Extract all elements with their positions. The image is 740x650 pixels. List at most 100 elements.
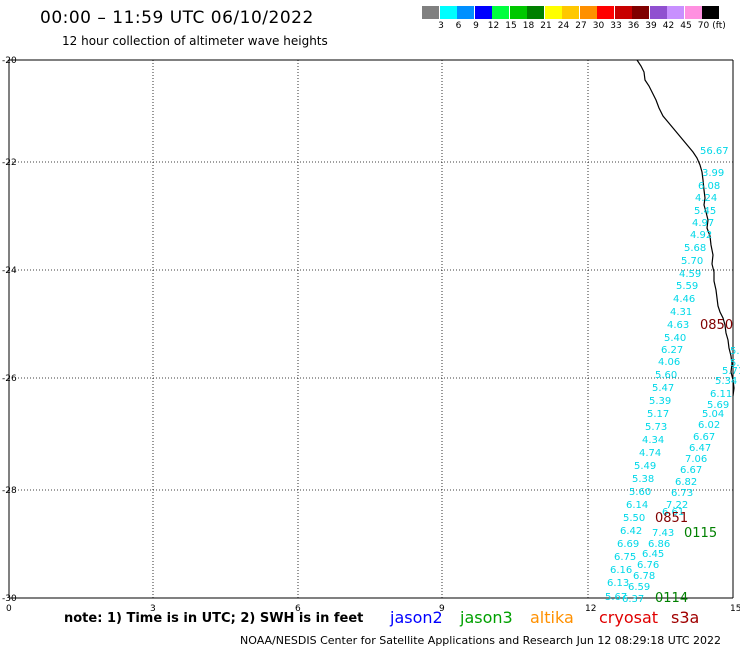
wave-height-value: 5.38 [632,474,654,485]
wave-height-value: 6.14 [626,500,648,511]
legend-swatch [562,6,579,19]
credit-line: NOAA/NESDIS Center for Satellite Applica… [240,634,722,647]
legend-unit: (ft) [712,21,726,31]
legend-label: 24 [557,21,570,31]
wave-height-value: 7.22 [666,500,688,511]
wave-height-value: 6.82 [675,477,697,488]
legend-swatch [509,6,527,19]
pass-time-label: 0850 [700,318,733,333]
wave-height-value: 6.02 [698,420,720,431]
wave-height-value: 5.45 [694,206,716,217]
wave-height-value: 5.17 [647,409,669,420]
wave-height-value: 6.45 [642,549,664,560]
legend-swatch [649,6,667,19]
legend-swatch [474,6,492,19]
wave-height-value: 4.63 [667,320,689,331]
pass-time-label: 0115 [684,526,717,541]
legend-label: 33 [610,21,622,31]
coastline [636,59,735,397]
wave-height-value: 6.59 [628,582,650,593]
legend-swatch [457,6,474,19]
wave-height-value: 56.67 [700,146,729,157]
wave-height-value: 7.06 [685,454,707,465]
legend-label: 6 [455,21,462,31]
longitude-label: 3 [150,604,156,614]
wave-height-value: 5.60 [629,487,651,498]
wave-height-value: 6.37 [622,594,644,605]
wave-height-value: 6.13 [607,578,629,589]
legend-label: 42 [662,21,675,31]
wave-height-value: 4.46 [673,294,695,305]
legend-swatch [422,6,439,19]
longitude-label: 6 [295,604,301,614]
satellite-name: jason2 [390,608,443,627]
wave-height-value: 4.24 [695,193,717,204]
wave-height-value: 6.61 [662,507,684,518]
wave-height-value: 5.47 [652,383,674,394]
legend-label: 9 [473,21,479,31]
wave-height-value: 5.71 [722,366,740,377]
latitude-label: -28 [2,486,17,496]
legend-swatch [667,6,684,19]
wave-height-value: 5.60 [655,370,677,381]
wave-height-value: 6.75 [614,552,636,563]
wave-height-value: 4.31 [670,307,692,318]
satellite-name: s3a [671,608,700,627]
legend-swatch [579,6,597,19]
wave-height-value: 6.11 [710,389,732,400]
wave-height-value: 6.76 [637,560,659,571]
longitude-label: 9 [439,604,445,614]
wave-height-value: 4.59 [679,269,701,280]
legend-swatch [544,6,562,19]
wave-height-value: 5.04 [702,409,724,420]
wave-height-value: 5.50 [623,513,645,524]
wave-height-value: 4.74 [639,448,661,459]
wave-height-value: 5.40 [664,333,686,344]
wave-height-value: 4.06 [658,357,680,368]
legend-label: 70 [697,21,710,31]
wave-height-value: 6.67 [693,432,715,443]
latitude-label: -30 [2,594,17,604]
longitude-label: 12 [585,604,596,614]
legend-swatch [632,6,649,19]
longitude-labels: 0 3 6 9 12 15 [6,604,740,614]
legend-label: 18 [522,21,535,31]
map-subtitle: 12 hour collection of altimeter wave hei… [62,34,328,48]
latitude-label: -26 [2,374,17,384]
wave-height-value: 4.92 [690,230,712,241]
wave-height-value: 5.73 [645,422,667,433]
legend-label: 45 [680,21,692,31]
footer-note: note: 1) Time is in UTC; 2) SWH is in fe… [64,611,364,626]
satellite-name: jason3 [460,608,513,627]
grid-lines [8,59,734,599]
latitude-label: -20 [2,56,17,66]
satellite-name: cryosat [599,608,659,627]
legend-swatch [614,6,632,19]
wave-height-value: 5.68 [684,243,706,254]
wave-height-values: 56.67 3.99 6.084.24 5.454.974.92 5.68 5.70 4.5… [605,146,740,605]
legend-swatch [527,6,544,19]
wave-height-value: 5.67 [605,592,627,603]
wave-height-value: 4.97 [692,218,714,229]
longitude-label: 15 [730,604,740,614]
legend-label: 3 [438,21,444,31]
legend-label: 21 [540,21,552,31]
latitude-labels: -20 -22 -24 -26 -28 -30 [2,56,17,604]
wave-height-value: 5.1 [730,346,740,357]
wave-height-value: 4.34 [642,435,664,446]
wave-height-value: 5.39 [649,396,671,407]
wave-height-value: 5.49 [634,461,656,472]
satellite-name: altika [530,608,574,627]
wave-height-value: 6.86 [648,539,670,550]
legend-label: 36 [627,21,640,31]
longitude-label: 0 [6,604,12,614]
legend-swatch [702,6,719,19]
wave-height-value: 6.16 [610,565,632,576]
legend-swatch [492,6,509,19]
wave-height-value: 5.70 [681,256,703,267]
latitude-label: -22 [2,158,17,168]
wave-height-value: 3.99 [702,168,724,179]
wave-height-value: 5.34 [715,376,737,387]
